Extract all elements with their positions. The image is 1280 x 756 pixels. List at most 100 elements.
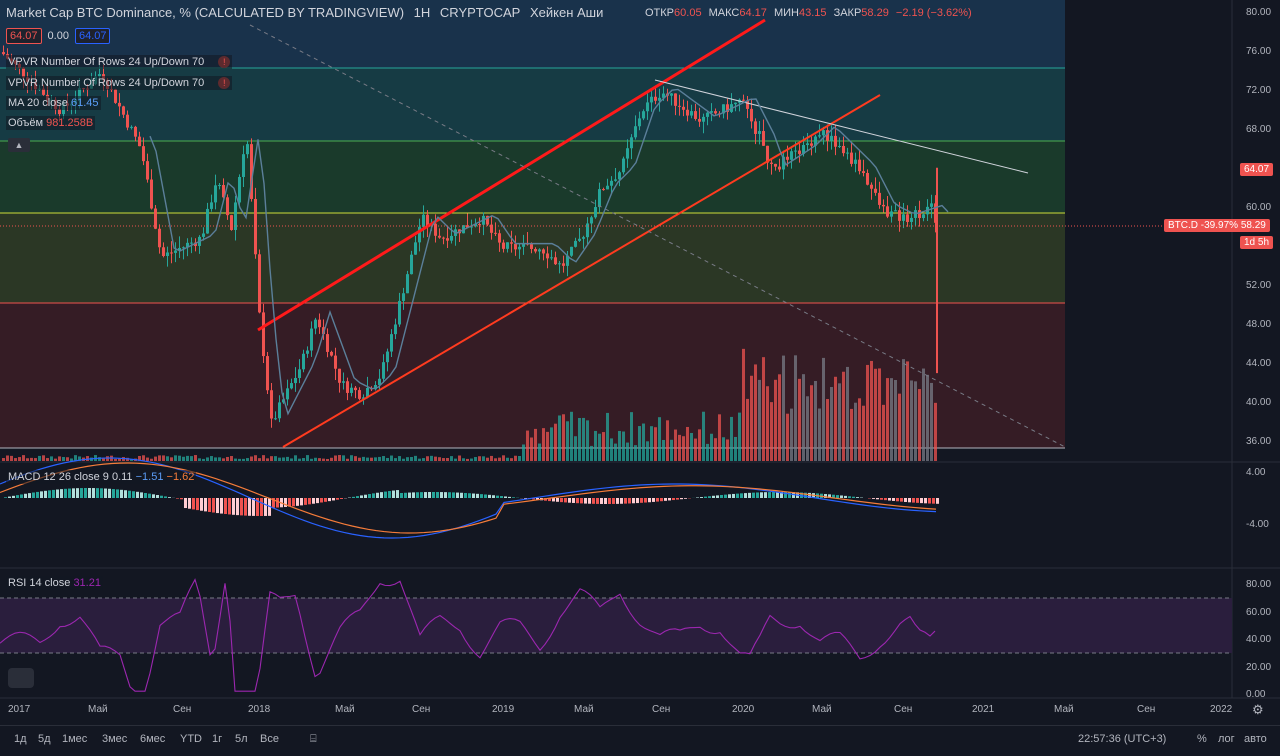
range-button[interactable]: 1мес: [62, 733, 87, 745]
chart-canvas[interactable]: [0, 0, 1280, 725]
indicator-vpvr-1[interactable]: VPVR Number Of Rows 24 Up/Down 70!: [6, 55, 232, 69]
indicator-vpvr-2[interactable]: VPVR Number Of Rows 24 Up/Down 70!: [6, 76, 232, 90]
volume-bar: [202, 459, 205, 461]
volume-bar: [562, 414, 565, 461]
macd-hist-bar: [364, 495, 367, 498]
warning-icon[interactable]: !: [218, 56, 230, 68]
macd-hist-bar: [496, 496, 499, 498]
volume-bar: [834, 377, 837, 461]
volume-bar: [310, 459, 313, 461]
volume-bar: [330, 458, 333, 461]
volume-bar: [238, 459, 241, 461]
volume-bar: [746, 399, 749, 461]
collapse-legend-icon[interactable]: ▲: [8, 138, 30, 152]
candle: [330, 352, 333, 356]
volume-bar: [150, 459, 153, 461]
range-button[interactable]: 5д: [38, 733, 51, 745]
candle: [346, 381, 349, 393]
volume-bar: [730, 417, 733, 461]
macd-hist-bar: [28, 493, 31, 498]
range-button[interactable]: 5л: [235, 733, 248, 745]
macd-hist-bar: [152, 494, 155, 498]
interval-label[interactable]: 1H: [414, 5, 431, 20]
volume-bar: [794, 355, 797, 461]
volume-bar: [602, 432, 605, 461]
indicator-ma[interactable]: MA 20 close 61.45: [6, 96, 101, 110]
volume-bar: [334, 456, 337, 461]
macd-hist-bar: [752, 493, 755, 498]
candle: [410, 255, 413, 274]
candle: [306, 351, 309, 354]
candle: [894, 210, 897, 211]
volume-bar: [18, 457, 21, 461]
auto-toggle[interactable]: авто: [1244, 733, 1267, 745]
time-axis-tick: Сен: [652, 704, 670, 715]
volume-bar: [318, 458, 321, 461]
volume-bar: [802, 374, 805, 461]
last-price-tag: 64.07: [1240, 163, 1273, 176]
candle: [298, 369, 301, 378]
macd-hist-bar: [80, 488, 83, 498]
rsi-legend[interactable]: RSI 14 close 31.21: [6, 576, 103, 590]
macd-hist-bar: [220, 498, 223, 514]
macd-hist-bar: [304, 498, 307, 505]
volume-bar: [538, 444, 541, 461]
volume-bar: [850, 409, 853, 461]
candle: [886, 206, 889, 216]
range-button[interactable]: YTD: [180, 733, 202, 745]
symbol-title[interactable]: Market Cap BTC Dominance, % (CALCULATED …: [6, 5, 404, 20]
volume-bar: [550, 427, 553, 461]
date-range-icon[interactable]: ⌸: [310, 733, 317, 746]
volume-bar: [858, 398, 861, 461]
candle: [342, 381, 345, 383]
candle: [922, 214, 925, 218]
volume-bar: [198, 458, 201, 461]
chart-type-label[interactable]: Хейкен Аши: [530, 5, 603, 20]
volume-bar: [422, 458, 425, 461]
macd-legend[interactable]: MACD 12 26 close 9 0.11 −1.51 −1.62: [6, 470, 196, 484]
indicator-volume[interactable]: Объём 981.258B: [6, 116, 95, 130]
candle: [530, 244, 533, 249]
macd-hist-bar: [584, 498, 587, 504]
macd-hist-bar: [508, 497, 511, 498]
volume-bar: [906, 361, 909, 461]
warning-icon[interactable]: !: [218, 77, 230, 89]
candle: [546, 253, 549, 258]
volume-bar: [514, 456, 517, 461]
settings-gear-icon[interactable]: ⚙: [1252, 702, 1264, 718]
percent-toggle[interactable]: %: [1197, 733, 1207, 745]
buy-price-button[interactable]: 64.07: [75, 28, 111, 44]
indicator-value: 981.258B: [46, 117, 93, 129]
volume-bar: [666, 420, 669, 461]
candle: [834, 136, 837, 147]
macd-hist-bar: [848, 496, 851, 498]
macd-hist-bar: [212, 498, 215, 513]
log-toggle[interactable]: лог: [1218, 733, 1235, 745]
volume-bar: [382, 456, 385, 461]
sell-price-button[interactable]: 64.07: [6, 28, 42, 44]
candle: [554, 257, 557, 264]
candle: [134, 127, 137, 137]
candle: [126, 115, 129, 128]
candle: [618, 172, 621, 179]
volume-bar: [578, 418, 581, 461]
range-button[interactable]: 6мес: [140, 733, 165, 745]
tradingview-logo-icon[interactable]: [8, 668, 34, 688]
volume-bar: [766, 386, 769, 461]
range-button[interactable]: 3мес: [102, 733, 127, 745]
range-button[interactable]: Все: [260, 733, 279, 745]
volume-bar: [470, 459, 473, 461]
clock-label[interactable]: 22:57:36 (UTC+3): [1078, 733, 1166, 745]
candle: [450, 236, 453, 241]
volume-bar: [682, 436, 685, 461]
time-axis-tick: 2021: [972, 704, 994, 715]
range-button[interactable]: 1д: [14, 733, 27, 745]
range-button[interactable]: 1г: [212, 733, 222, 745]
volume-bar: [678, 435, 681, 461]
candle: [798, 151, 801, 154]
volume-bar: [870, 361, 873, 461]
candle: [334, 356, 337, 369]
candle: [690, 111, 693, 115]
volume-bar: [566, 421, 569, 461]
candle: [682, 107, 685, 110]
